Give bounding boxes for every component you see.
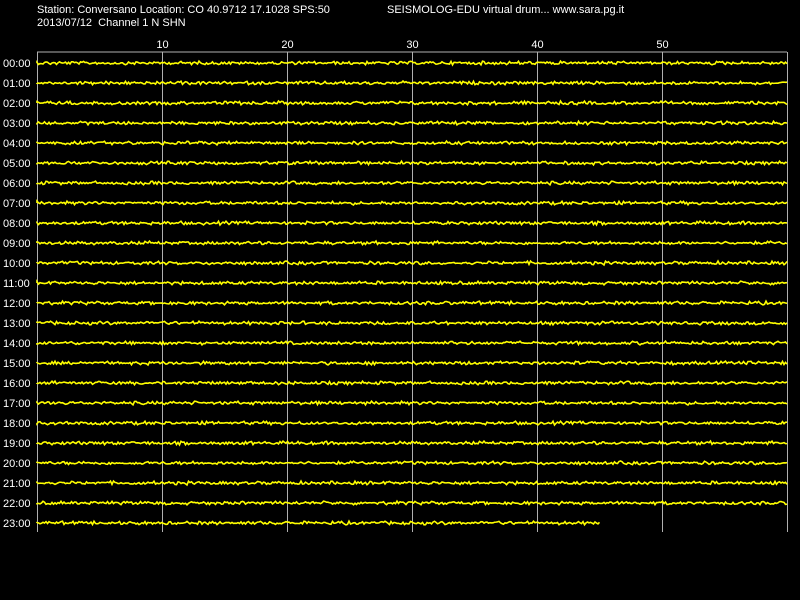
row-label-1600: 16:00 xyxy=(3,378,31,390)
trace-row-1900 xyxy=(36,439,788,447)
trace-row-2300 xyxy=(36,519,601,527)
trace-row-0200 xyxy=(36,99,788,107)
trace-row-1300 xyxy=(36,319,788,327)
trace-row-1700 xyxy=(36,399,788,407)
trace-row-2100 xyxy=(36,479,788,487)
row-label-1800: 18:00 xyxy=(3,418,31,430)
trace-row-2200 xyxy=(36,499,788,507)
row-label-0300: 03:00 xyxy=(3,118,31,130)
trace-row-0600 xyxy=(36,180,788,187)
x-tick-label-50: 50 xyxy=(656,39,668,51)
x-tick-label-30: 30 xyxy=(406,39,418,51)
row-time-labels: 00:00 01:00 02:00 03:00 04:00 05:00 06:00 07:00… xyxy=(3,58,31,530)
x-tick-label-20: 20 xyxy=(281,39,293,51)
date-channel-text: 2013/07/12 Channel 1 N SHN xyxy=(37,17,186,29)
trace-row-0300 xyxy=(36,119,788,127)
row-label-0400: 04:00 xyxy=(3,138,31,150)
trace-row-0900 xyxy=(36,239,788,246)
trace-row-1500 xyxy=(36,359,788,367)
row-label-1700: 17:00 xyxy=(3,398,31,410)
row-label-0600: 06:00 xyxy=(3,178,31,190)
x-tick-labels: 10 20 30 40 50 xyxy=(156,39,668,51)
row-label-1200: 12:00 xyxy=(3,298,31,310)
trace-row-0400 xyxy=(36,139,788,147)
row-label-2000: 20:00 xyxy=(3,458,31,470)
trace-row-1000 xyxy=(36,259,788,267)
x-tick-label-10: 10 xyxy=(156,39,168,51)
row-label-1500: 15:00 xyxy=(3,358,31,370)
trace-row-1200 xyxy=(36,299,788,307)
trace-row-1400 xyxy=(36,339,788,347)
trace-row-2000 xyxy=(36,459,788,467)
row-label-2200: 22:00 xyxy=(3,498,31,510)
trace-row-0800 xyxy=(36,219,788,227)
row-label-0800: 08:00 xyxy=(3,218,31,230)
trace-row-1600 xyxy=(36,379,788,387)
trace-row-1100 xyxy=(36,279,788,287)
row-label-0700: 07:00 xyxy=(3,198,31,210)
row-label-2100: 21:00 xyxy=(3,478,31,490)
trace-row-0000 xyxy=(36,59,788,67)
trace-layer xyxy=(36,59,788,527)
row-label-1900: 19:00 xyxy=(3,438,31,450)
software-title-text: SEISMOLOG-EDU virtual drum... www.sara.p… xyxy=(387,4,625,16)
row-label-1400: 14:00 xyxy=(3,338,31,350)
trace-row-0100 xyxy=(36,79,788,87)
trace-row-1800 xyxy=(36,419,788,427)
trace-row-0500 xyxy=(36,159,788,167)
row-label-2300: 23:00 xyxy=(3,518,31,530)
row-label-1300: 13:00 xyxy=(3,318,31,330)
x-tick-label-40: 40 xyxy=(531,39,543,51)
row-label-0100: 01:00 xyxy=(3,78,31,90)
trace-row-0700 xyxy=(36,199,788,207)
row-label-0000: 00:00 xyxy=(3,58,31,70)
row-label-1100: 11:00 xyxy=(3,278,30,290)
grid-layer xyxy=(37,51,788,532)
row-label-0500: 05:00 xyxy=(3,158,31,170)
row-label-1000: 10:00 xyxy=(3,258,31,270)
row-label-0200: 02:00 xyxy=(3,98,31,110)
row-label-0900: 09:00 xyxy=(3,238,31,250)
station-info-text: Station: Conversano Location: CO 40.9712… xyxy=(37,4,330,16)
